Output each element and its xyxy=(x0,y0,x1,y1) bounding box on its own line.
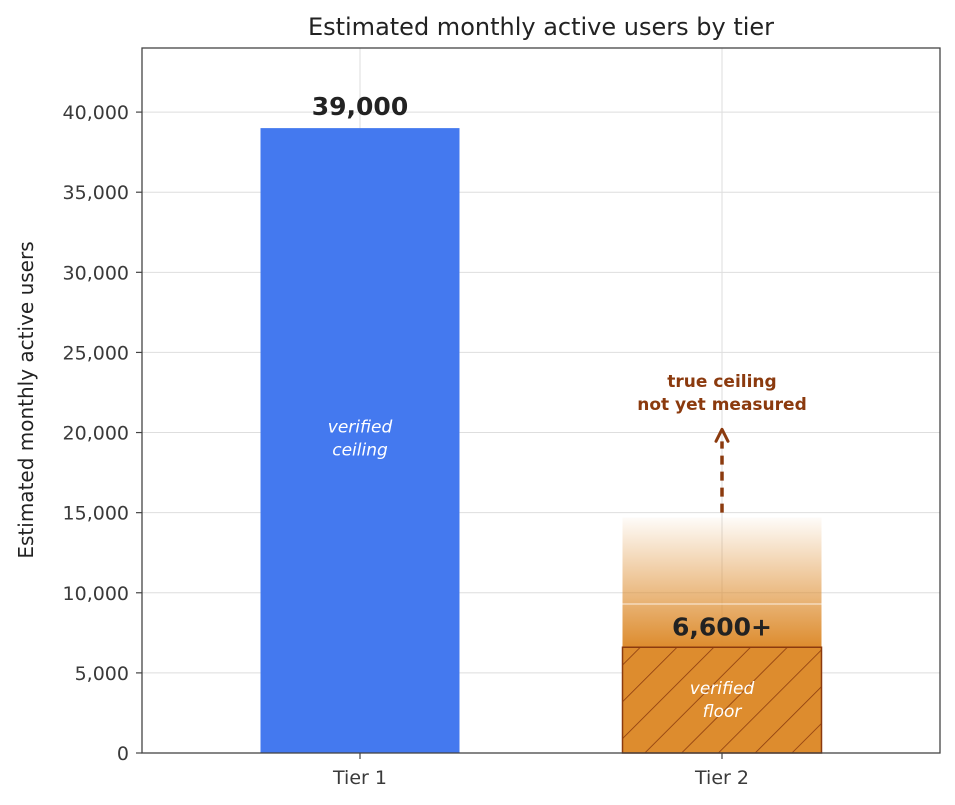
bars: 39,000 verified ceiling 6,600+ verified floor xyxy=(260,92,823,754)
y-tick-label: 25,000 xyxy=(63,342,129,364)
ticks: 0 5,000 10,000 15,000 20,000 25,000 30,000 35,0… xyxy=(63,102,749,789)
annotation-text: not yet measured xyxy=(637,395,807,415)
y-axis-label: Estimated monthly active users xyxy=(14,241,38,558)
annotation-text: true ceiling xyxy=(667,372,776,392)
y-tick-label: 40,000 xyxy=(63,102,129,124)
plot-frame xyxy=(141,47,941,754)
annotation-arrow-head xyxy=(714,427,730,443)
y-tick-label: 35,000 xyxy=(63,182,129,204)
chart-title: Estimated monthly active users by tier xyxy=(308,13,774,41)
inner-label-tier-2: floor xyxy=(703,702,743,722)
value-label-tier-2: 6,600+ xyxy=(672,612,772,641)
x-tick-label: Tier 1 xyxy=(332,767,387,789)
inner-label-tier-1: ceiling xyxy=(332,441,388,461)
annotation: true ceiling not yet measured xyxy=(637,372,807,513)
y-tick-label: 5,000 xyxy=(75,663,129,685)
y-tick-label: 20,000 xyxy=(63,423,129,445)
y-tick-label: 15,000 xyxy=(63,503,129,525)
y-tick-label: 10,000 xyxy=(63,583,129,605)
x-tick-label: Tier 2 xyxy=(694,767,749,789)
value-label-tier-1: 39,000 xyxy=(312,92,408,121)
bar-tier-2 xyxy=(621,646,823,754)
bar-tier-1 xyxy=(260,128,460,753)
inner-label-tier-1: verified xyxy=(328,418,393,438)
y-tick-label: 0 xyxy=(117,743,129,765)
inner-label-tier-2: verified xyxy=(690,679,755,699)
y-tick-label: 30,000 xyxy=(63,262,129,284)
bar-tier-2-extension xyxy=(622,517,822,648)
